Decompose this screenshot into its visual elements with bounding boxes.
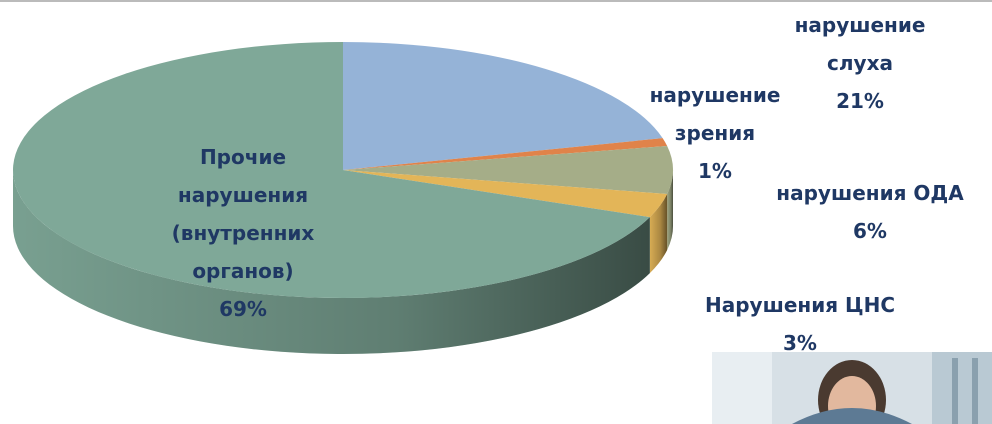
photo bbox=[712, 352, 992, 424]
value-label: 3% bbox=[783, 331, 817, 355]
category-label: нарушение слуха bbox=[794, 13, 926, 75]
data-label: Нарушения ЦНС 3% bbox=[670, 286, 930, 362]
slice bbox=[343, 170, 668, 218]
category-label: нарушение зрения bbox=[649, 83, 781, 145]
category-label: Прочие нарушения (внутренних органов) bbox=[171, 145, 315, 283]
value-label: 21% bbox=[836, 89, 884, 113]
slice bbox=[343, 146, 673, 194]
data-label: Прочие нарушения (внутренних органов) 69% bbox=[143, 138, 343, 328]
slice-side-shade bbox=[667, 170, 673, 250]
value-label: 69% bbox=[219, 297, 267, 321]
photo-art bbox=[712, 352, 992, 424]
value-label: 6% bbox=[853, 219, 887, 243]
slice bbox=[343, 138, 668, 170]
category-label: нарушения ОДА bbox=[776, 181, 964, 205]
data-label: нарушения ОДА 6% bbox=[740, 174, 992, 250]
value-label: 1% bbox=[698, 159, 732, 183]
slice bbox=[12, 42, 650, 298]
data-label: нарушение слуха 21% bbox=[770, 6, 950, 120]
category-label: Нарушения ЦНС bbox=[705, 293, 895, 317]
slice bbox=[343, 42, 663, 170]
slice-side-shade bbox=[13, 170, 650, 354]
slice-side-shade bbox=[649, 193, 668, 274]
data-label: нарушение зрения 1% bbox=[640, 76, 790, 190]
